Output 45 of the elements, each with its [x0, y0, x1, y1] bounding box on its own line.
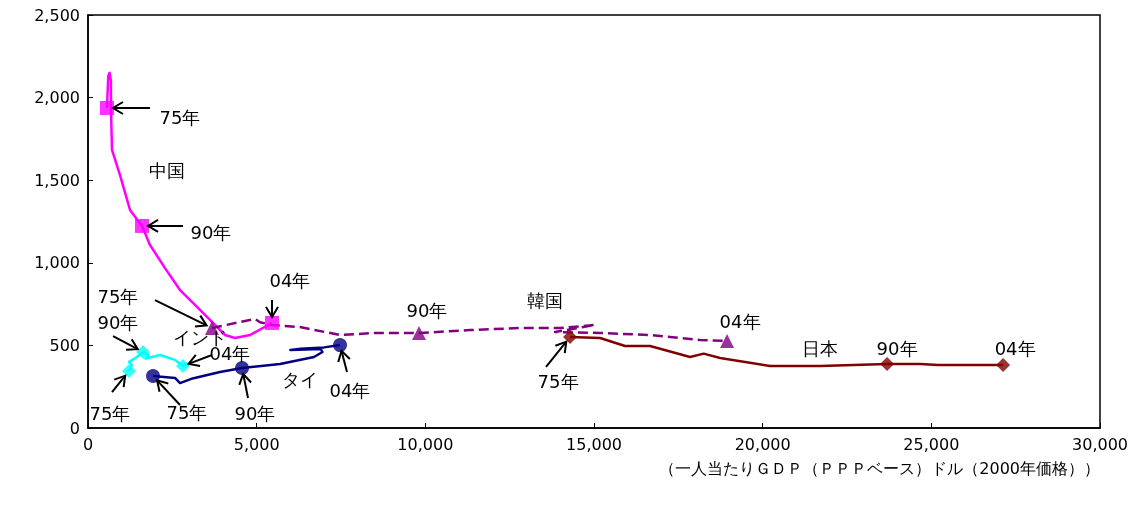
annotation: 04年 [269, 270, 311, 292]
point [136, 345, 151, 360]
annotation: 90年 [97, 311, 139, 333]
point [146, 368, 160, 383]
point [563, 329, 578, 344]
point [265, 315, 280, 330]
x-tick-label: 25,000 [903, 434, 960, 454]
point [122, 364, 137, 379]
annotation: 04年 [329, 379, 371, 401]
y-tick-label: 1,500 [34, 170, 80, 190]
annotation: タイ [282, 369, 319, 391]
y-tick-label: 0 [69, 418, 80, 438]
y-tick-label: 1,000 [34, 253, 80, 273]
annotation: 04年 [994, 337, 1036, 359]
y-tick-label: 500 [49, 335, 80, 355]
point [720, 333, 735, 348]
point [996, 358, 1011, 373]
annotation: 90年 [190, 222, 232, 244]
annotation: 75年 [166, 402, 208, 424]
annotation: 韓国 [527, 289, 564, 311]
y-tick-label: 2,500 [34, 5, 80, 25]
annotation: 90年 [876, 337, 918, 359]
x-tick-label: 5,000 [233, 434, 280, 454]
x-tick-label: 20,000 [734, 434, 791, 454]
x-tick-label: 15,000 [566, 434, 622, 454]
point [175, 359, 190, 374]
y-tick-label: 2,000 [34, 88, 80, 108]
point [99, 101, 114, 116]
annotation: 04年 [719, 311, 761, 333]
point [412, 326, 427, 341]
annotation: 75年 [537, 371, 579, 393]
annotation: 75年 [159, 106, 201, 128]
annotation: 日本 [802, 337, 839, 359]
x-axis-title: （一人当たりＧＤＰ（ＰＰＰベース）ドル（2000年価格）） [659, 458, 1100, 478]
annotation: 中国 [149, 159, 186, 181]
annotation: 75年 [89, 402, 131, 424]
point [880, 357, 895, 372]
x-tick-label: 30,000 [1072, 434, 1128, 454]
annotation: 75年 [97, 285, 139, 307]
x-tick-label: 10,000 [397, 434, 454, 454]
point [135, 218, 150, 233]
x-tick-label: 0 [82, 434, 94, 454]
annotation: 90年 [406, 299, 448, 321]
annotation: 90年 [234, 402, 276, 424]
point [333, 338, 348, 353]
